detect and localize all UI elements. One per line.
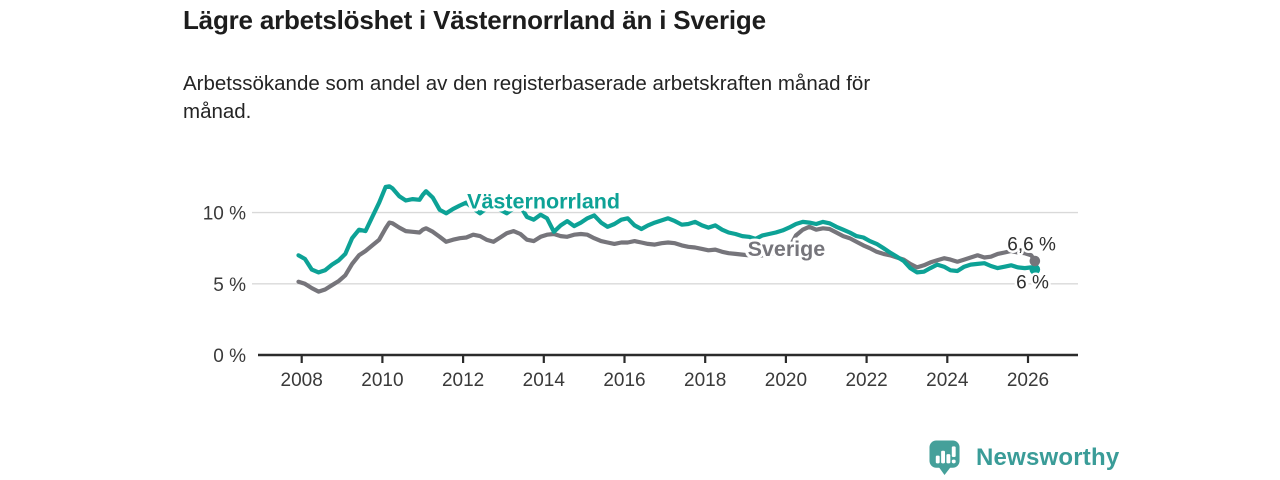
x-tick-label: 2018	[684, 370, 726, 391]
series-vasternorrland-end-dot	[1029, 264, 1041, 275]
y-tick-label: 5 %	[213, 275, 246, 296]
series-vasternorrland-label: Västernorrland	[467, 189, 620, 213]
series-sverige-label: Sverige	[748, 237, 826, 261]
series-sverige-end-dot	[1029, 255, 1041, 267]
series-sverige-end-value-label: 6,6 %	[1007, 235, 1056, 256]
newsworthy-logo: Newsworthy	[929, 440, 1119, 476]
chart-title: Lägre arbetslöshet i Västernorrland än i…	[183, 5, 766, 35]
x-tick-label: 2022	[845, 370, 887, 391]
x-tick-label: 2026	[1007, 370, 1049, 391]
series-sverige-line	[296, 220, 1038, 294]
series-vasternorrland-end-value-label: 6 %	[1016, 273, 1049, 294]
y-tick-label: 0 %	[213, 346, 246, 367]
series-vasternorrland-line	[296, 184, 1038, 275]
x-tick-label: 2010	[361, 370, 403, 391]
chart-subtitle-line-2: månad.	[183, 100, 252, 123]
x-tick-label: 2012	[442, 370, 484, 391]
x-tick-label: 2020	[765, 370, 807, 391]
newsworthy-logo-icon	[929, 440, 960, 475]
x-tick-label: 2008	[281, 370, 323, 391]
x-tick-label: 2016	[603, 370, 645, 391]
chart-subtitle: Arbetssökande som andel av den registerb…	[183, 70, 1083, 126]
x-tick-label: 2024	[926, 370, 969, 391]
y-tick-label: 10 %	[203, 204, 246, 225]
chart-subtitle-line-1: Arbetssökande som andel av den registerb…	[183, 72, 871, 95]
newsworthy-logo-text: Newsworthy	[976, 444, 1120, 471]
x-tick-label: 2014	[523, 370, 566, 391]
